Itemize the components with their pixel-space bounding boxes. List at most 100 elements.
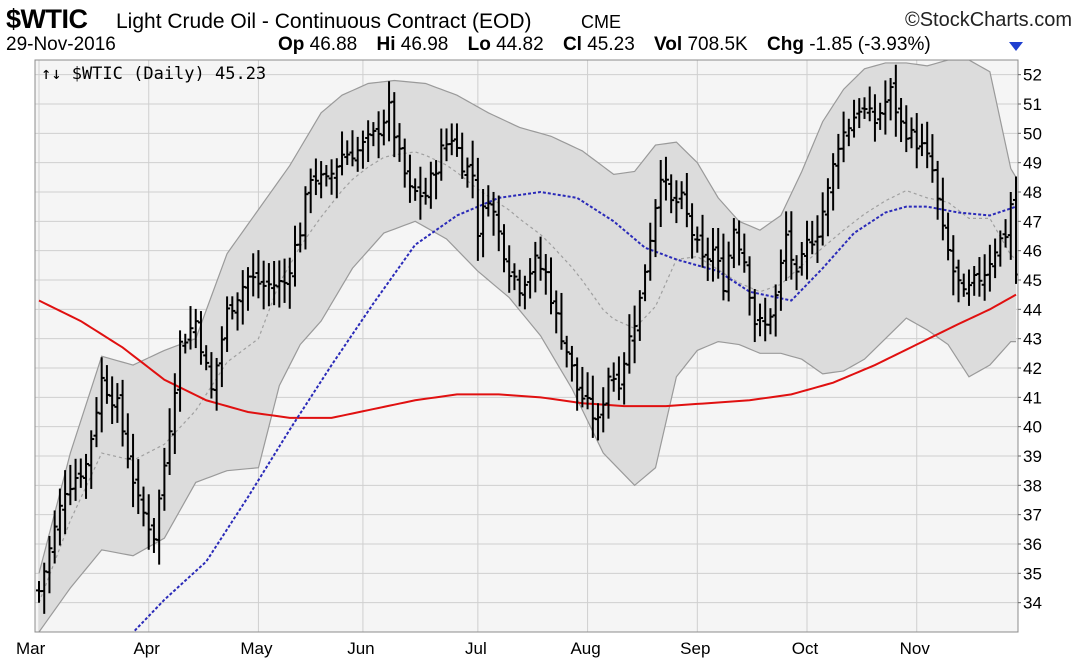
sma-200-line <box>38 293 1017 419</box>
ohlc-bar <box>302 186 309 250</box>
ohlc-bar <box>992 238 999 279</box>
y-tick-label: 42 <box>1023 359 1042 378</box>
y-tick-label: 38 <box>1023 476 1042 495</box>
y-tick-label: 41 <box>1023 388 1042 407</box>
x-tick-label: Apr <box>133 639 160 658</box>
change-down-arrow-icon <box>1009 42 1023 51</box>
ohlc-bar <box>213 357 220 411</box>
ohlc-bar <box>965 269 972 306</box>
ohlc-bar <box>908 117 915 149</box>
ohlc-bar <box>699 214 706 268</box>
volume-value: 708.5K <box>687 34 748 55</box>
plot-layer <box>36 60 1018 632</box>
ohlc-bar <box>668 174 675 214</box>
volume-label: Vol <box>654 34 683 55</box>
ohlc-bar <box>401 138 408 188</box>
change-value: -1.85 (-3.93%) <box>809 34 931 55</box>
ohlc-bar <box>955 259 962 303</box>
ohlc-bar <box>851 99 858 138</box>
ohlc-bar <box>182 333 189 354</box>
plot-frame <box>34 59 1019 633</box>
ohlc-bar <box>485 185 492 217</box>
ohlc-bar <box>438 128 445 181</box>
ohlc-bar <box>756 303 763 337</box>
open-label: Op <box>278 34 305 55</box>
ohlc-bar <box>77 458 84 488</box>
y-tick-label: 49 <box>1023 154 1042 173</box>
y-tick-label: 45 <box>1023 271 1042 290</box>
ohlc-bar <box>46 535 53 594</box>
ohlc-bar <box>464 157 471 188</box>
ohlc-bar <box>804 220 811 280</box>
ohlc-bar <box>898 97 905 143</box>
ohlc-bar <box>124 413 131 469</box>
ohlc-bar <box>574 357 581 411</box>
ohlc-bar <box>861 97 868 119</box>
chart-header: $WTIC Light Crude Oil - Continuous Contr… <box>6 4 1078 34</box>
bollinger-band-fill <box>39 60 1016 632</box>
ohlc-bar <box>323 165 330 187</box>
ohlc-bar <box>788 211 795 280</box>
ohlc-bar <box>741 233 748 273</box>
low-value: 44.82 <box>496 34 544 55</box>
high-label: Hi <box>376 34 396 55</box>
ohlc-bar <box>1002 219 1009 248</box>
ohlc-bar <box>751 289 758 343</box>
ohlc-bar <box>83 453 90 499</box>
y-tick-label: 37 <box>1023 506 1042 525</box>
ohlc-bar <box>495 195 502 252</box>
ohlc-bar <box>328 159 335 195</box>
bollinger-middle-line <box>38 151 1017 603</box>
ohlc-bar <box>631 305 638 364</box>
ohlc-bar <box>375 111 382 159</box>
ohlc-bar <box>819 192 826 246</box>
ohlc-bar <box>506 245 513 293</box>
ohlc-bar <box>798 242 805 276</box>
ohlc-bar <box>234 292 241 331</box>
ohlc-bar <box>349 130 356 167</box>
ohlc-bar <box>783 211 790 281</box>
change-label: Chg <box>767 34 804 55</box>
ohlc-bar <box>177 330 184 412</box>
ohlc-bar <box>203 345 210 371</box>
ohlc-bar <box>521 275 528 310</box>
ohlc-bar <box>913 113 920 169</box>
ohlc-bar <box>516 269 523 307</box>
x-tick-label: Oct <box>792 639 819 658</box>
ohlc-bar <box>840 111 847 163</box>
y-tick-label: 50 <box>1023 124 1042 143</box>
ohlc-bar <box>250 253 257 297</box>
ohlc-bar <box>459 132 466 179</box>
ohlc-bar <box>725 241 732 302</box>
ohlc-bar <box>709 227 716 282</box>
ohlc-bar <box>218 326 225 388</box>
x-tick-label: Aug <box>570 639 600 658</box>
ohlc-bar <box>683 172 690 228</box>
ohlc-bar <box>579 366 586 408</box>
y-tick-label: 46 <box>1023 242 1042 261</box>
ohlc-bar <box>976 257 983 297</box>
ohlc-stats: Op 46.88 Hi 46.98 Lo 44.82 Cl 45.23 Vol … <box>278 34 931 56</box>
brand-watermark[interactable]: ©StockCharts.com <box>904 9 1072 31</box>
ohlc-bar <box>490 191 497 236</box>
ohlc-bar <box>307 168 314 214</box>
ohlc-bar <box>114 383 121 423</box>
ohlc-bar <box>406 154 413 203</box>
y-tick-label: 40 <box>1023 418 1042 437</box>
ohlc-bar <box>448 123 455 156</box>
ohlc-bar <box>281 258 288 303</box>
y-tick-label: 48 <box>1023 183 1042 202</box>
x-tick-label: May <box>240 639 273 658</box>
ohlc-bar <box>704 237 711 281</box>
ohlc-bar <box>678 181 685 210</box>
ohlc-bar <box>511 263 518 291</box>
ohlc-bar <box>229 296 236 320</box>
ohlc-bar <box>532 241 539 293</box>
ohlc-bar <box>51 510 58 564</box>
ohlc-bar <box>359 130 366 169</box>
ohlc-bar <box>809 220 816 255</box>
low-label: Lo <box>467 34 491 55</box>
x-tick-label: Jun <box>347 639 374 658</box>
ohlc-bar <box>892 64 899 137</box>
ohlc-bar <box>72 458 79 501</box>
